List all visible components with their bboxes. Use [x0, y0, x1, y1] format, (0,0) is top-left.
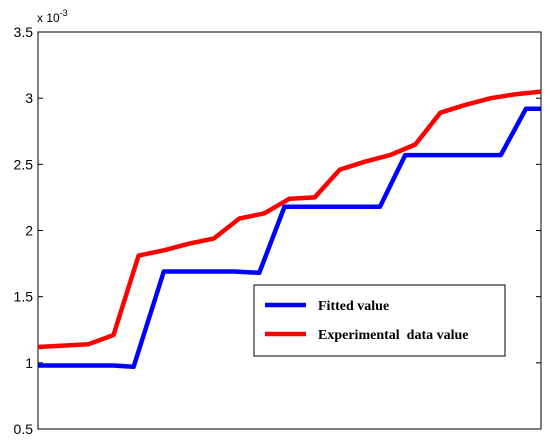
y-tick-label: 3.5 [14, 24, 34, 40]
legend-label-fitted: Fitted value [318, 299, 389, 314]
y-tick-label: 2.5 [14, 156, 34, 172]
chart-axes [37, 31, 542, 430]
legend-label-experimental: Experimental data value [318, 328, 469, 343]
plot-frame [37, 31, 542, 430]
series-line-1 [37, 89, 542, 350]
y-scale-exponent: -3 [60, 8, 68, 18]
series-lines [37, 89, 542, 370]
y-tick-label: 1.5 [14, 289, 34, 305]
y-ticks: 0.5 1 1.5 2 2.5 3 3.5 [14, 24, 541, 437]
y-tick-label: 1 [25, 355, 33, 371]
y-tick-label: 3 [25, 90, 33, 106]
y-tick-label: 2 [25, 223, 33, 239]
y-tick-label: 0.5 [14, 421, 34, 437]
legend-box [253, 284, 506, 357]
legend: Fitted value Experimental data value [253, 284, 506, 357]
series-line-0 [38, 106, 541, 370]
y-scale-label: x 10-3 [37, 8, 68, 25]
